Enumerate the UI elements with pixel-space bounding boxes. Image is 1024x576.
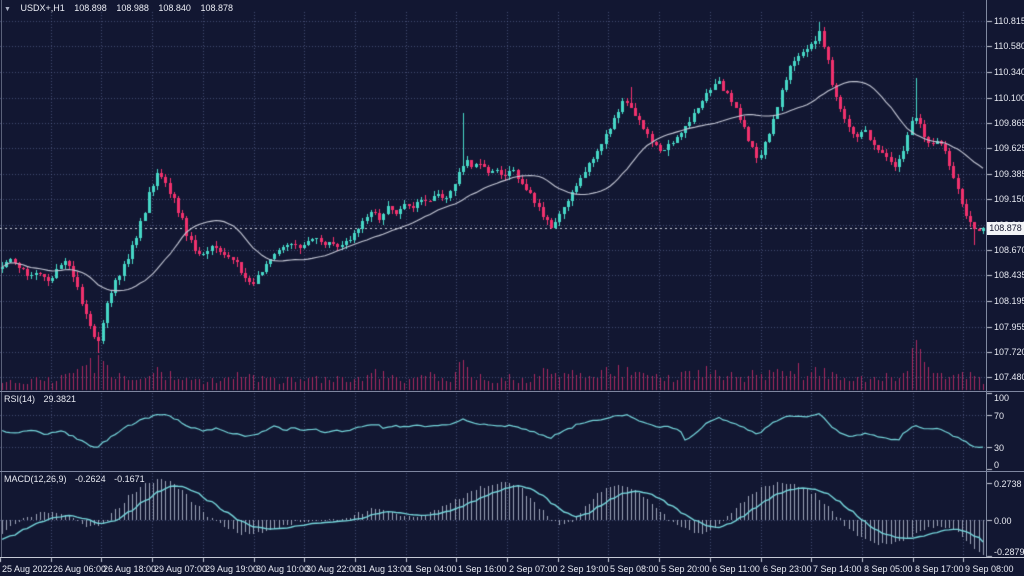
price-scale-border: [986, 0, 987, 558]
rsi-value: 29.3821: [43, 394, 77, 404]
time-axis-label: 31 Aug 13:00: [357, 564, 411, 574]
time-axis-label: 7 Sep 14:00: [813, 564, 862, 574]
price-tick-label: 110.340: [994, 67, 1024, 77]
collapse-arrow-icon[interactable]: ▼: [4, 6, 11, 13]
window-left-border: [1, 0, 2, 558]
ohlc-open-value: 108.898: [74, 3, 107, 13]
macd-indicator-label: MACD(12,26,9) -0.2624 -0.1671: [4, 474, 151, 484]
price-tick-label: 110.815: [994, 16, 1024, 26]
time-axis-label: 26 Aug 18:00: [103, 564, 157, 574]
macd-tick-label: 0.00: [994, 516, 1012, 526]
time-axis-label: 1 Sep 04:00: [408, 564, 457, 574]
symbol-period-label: USDX+,H1: [20, 3, 65, 13]
rsi-indicator-label: RSI(14) 29.3821: [4, 394, 82, 404]
time-axis-label: 30 Aug 22:00: [306, 564, 360, 574]
price-tick-label: 107.480: [994, 372, 1024, 382]
time-axis-label: 26 Aug 06:00: [53, 564, 107, 574]
rsi-tick-label: 30: [994, 443, 1005, 453]
macd-tick-label: -0.2879: [994, 547, 1024, 557]
ohlc-low-value: 108.840: [158, 3, 191, 13]
time-axis-label: 8 Sep 05:00: [864, 564, 913, 574]
ohlc-high-value: 108.988: [116, 3, 149, 13]
panel-separator-macd[interactable]: [0, 471, 1024, 472]
time-axis-label: 6 Sep 11:00: [712, 564, 760, 574]
price-tick-label: 108.435: [994, 270, 1024, 280]
ohlc-close-value: 108.878: [200, 3, 233, 13]
price-tick-label: 109.865: [994, 118, 1024, 128]
time-axis-label: 2 Sep 07:00: [509, 564, 558, 574]
macd-tick-label: 0.2738: [994, 479, 1022, 489]
chart-title: ▼ USDX+,H1 108.898 108.988 108.840 108.8…: [4, 3, 240, 13]
macd-signal-value: -0.1671: [114, 474, 145, 484]
price-tick-label: 109.150: [994, 194, 1024, 204]
price-tick-label: 107.720: [994, 347, 1024, 357]
time-axis-label: 29 Aug 07:00: [154, 564, 208, 574]
price-tick-label: 109.625: [994, 143, 1024, 153]
panel-separator-rsi[interactable]: [0, 391, 1024, 392]
rsi-tick-label: 70: [994, 411, 1005, 421]
time-axis-label: 5 Sep 08:00: [610, 564, 659, 574]
time-scale-separator: [0, 557, 1024, 558]
time-axis-label: 25 Aug 2022: [2, 564, 53, 574]
price-tick-label: 110.100: [994, 93, 1024, 103]
time-axis-label: 5 Sep 20:00: [661, 564, 710, 574]
macd-name: MACD(12,26,9): [4, 474, 67, 484]
price-tick-label: 108.195: [994, 296, 1024, 306]
rsi-tick-label: 100: [994, 393, 1010, 403]
time-axis-label: 1 Sep 16:00: [458, 564, 507, 574]
time-axis-label: 9 Sep 08:00: [965, 564, 1014, 574]
macd-main-value: -0.2624: [75, 474, 106, 484]
time-axis-label: 29 Aug 19:00: [205, 564, 259, 574]
price-tick-label: 107.955: [994, 322, 1024, 332]
rsi-tick-label: 0: [994, 460, 1000, 470]
time-axis-label: 30 Aug 10:00: [256, 564, 310, 574]
price-tick-label: 108.670: [994, 245, 1024, 255]
price-tick-label: 109.385: [994, 169, 1024, 179]
time-axis-label: 8 Sep 17:00: [915, 564, 964, 574]
time-axis-label: 2 Sep 19:00: [560, 564, 609, 574]
rsi-name: RSI(14): [4, 394, 36, 404]
price-tick-label: 110.580: [994, 41, 1024, 51]
time-axis-label: 6 Sep 23:00: [763, 564, 812, 574]
current-price-label: 108.878: [987, 222, 1024, 235]
